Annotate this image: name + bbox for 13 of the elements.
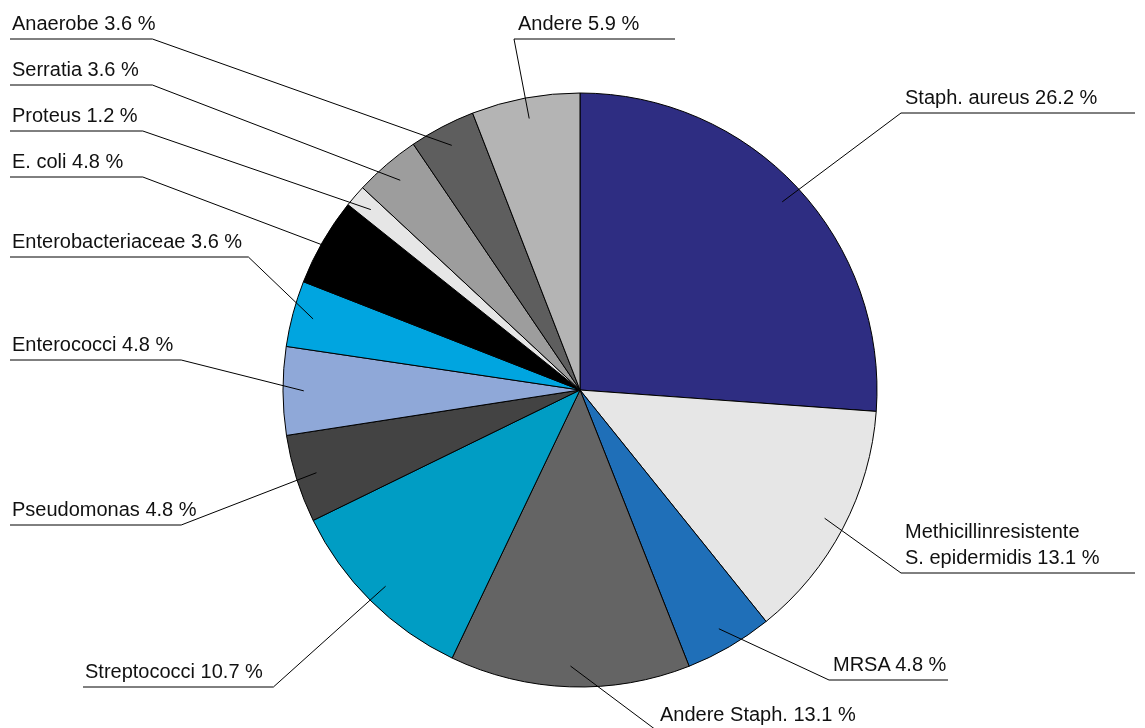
slice-label: Proteus 1.2 %: [12, 104, 138, 126]
slice-label: Andere Staph. 13.1 %: [660, 703, 856, 725]
slice-label: Anaerobe 3.6 %: [12, 12, 156, 34]
slice-label: Methicillinresistente S. epidermidis 13.1 %: [905, 520, 1100, 568]
slice-label: MRSA 4.8 %: [833, 653, 947, 675]
slice-label: Enterococci 4.8 %: [12, 333, 174, 355]
slice-label: Andere 5.9 %: [518, 12, 640, 34]
slice-label: Staph. aureus 26.2 %: [905, 86, 1098, 108]
slice-label: Pseudomonas 4.8 %: [12, 498, 197, 520]
slice-label: Serratia 3.6 %: [12, 58, 139, 80]
slice-label: Streptococci 10.7 %: [85, 660, 264, 682]
slice-label: Enterobacteriaceae 3.6 %: [12, 230, 243, 252]
slice-label: E. coli 4.8 %: [12, 150, 124, 172]
